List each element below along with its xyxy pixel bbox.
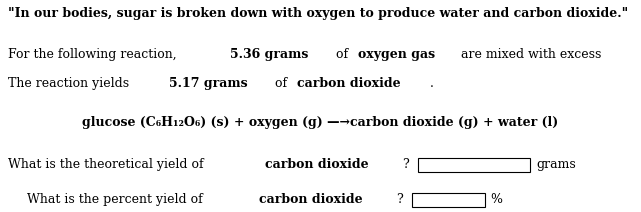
Text: .: . — [430, 77, 434, 90]
Text: "In our bodies, sugar is broken down with oxygen to produce water and carbon dio: "In our bodies, sugar is broken down wit… — [8, 7, 628, 20]
Text: What is the theoretical yield of: What is the theoretical yield of — [8, 158, 207, 171]
Text: grams: grams — [537, 158, 576, 171]
Text: ?: ? — [392, 193, 403, 206]
Text: oxygen gas: oxygen gas — [358, 48, 435, 61]
Text: What is the percent yield of: What is the percent yield of — [27, 193, 206, 206]
Text: ?: ? — [399, 158, 410, 171]
Text: glucose (C₆H₁₂O₆) (s) + oxygen (g) —→carbon dioxide (g) + water (l): glucose (C₆H₁₂O₆) (s) + oxygen (g) —→car… — [83, 116, 558, 128]
Text: For the following reaction,: For the following reaction, — [8, 48, 180, 61]
Text: are mixed with excess: are mixed with excess — [457, 48, 605, 61]
Text: %: % — [490, 193, 503, 206]
FancyBboxPatch shape — [418, 158, 530, 172]
FancyBboxPatch shape — [412, 193, 485, 207]
Text: of: of — [271, 77, 291, 90]
Text: carbon dioxide: carbon dioxide — [259, 193, 362, 206]
Text: of: of — [331, 48, 352, 61]
Text: 5.17 grams: 5.17 grams — [169, 77, 248, 90]
Text: The reaction yields: The reaction yields — [8, 77, 133, 90]
Text: carbon dioxide: carbon dioxide — [297, 77, 400, 90]
Text: carbon dioxide: carbon dioxide — [265, 158, 369, 171]
Text: 5.36 grams: 5.36 grams — [230, 48, 309, 61]
